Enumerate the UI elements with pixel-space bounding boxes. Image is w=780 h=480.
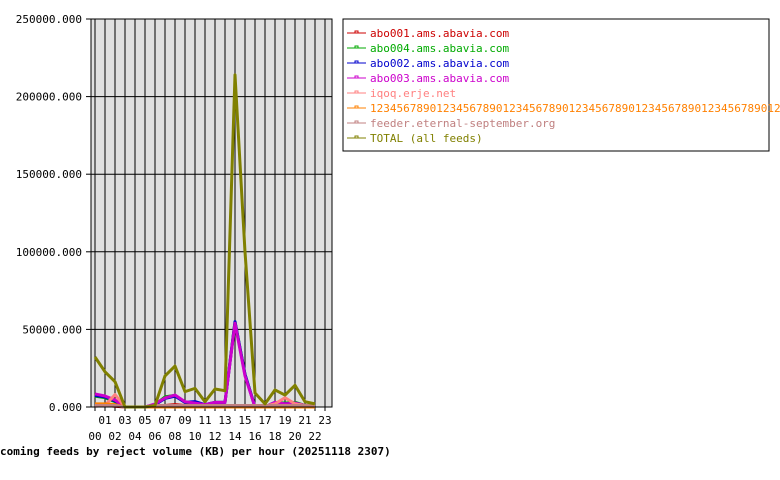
x-tick-label: 00 (88, 430, 101, 443)
x-tick-label: 19 (278, 414, 291, 427)
x-tick-label: 08 (168, 430, 181, 443)
legend-marker (354, 135, 359, 139)
x-tick-label: 02 (108, 430, 121, 443)
legend-marker (354, 90, 359, 94)
legend-marker (354, 105, 359, 109)
x-tick-label: 13 (218, 414, 231, 427)
x-tick-label: 04 (128, 430, 142, 443)
legend-marker (354, 30, 359, 34)
legend-label: feeder.eternal-september.org (370, 117, 555, 130)
x-tick-label: 10 (188, 430, 201, 443)
x-tick-label: 17 (258, 414, 271, 427)
x-tick-label: 21 (298, 414, 311, 427)
x-tick-label: 18 (268, 430, 281, 443)
legend-box (342, 18, 770, 152)
y-tick-label: 250000.000 (16, 13, 82, 26)
plot-frame (90, 18, 333, 408)
legend-marker (354, 45, 359, 49)
x-tick-label: 09 (178, 414, 191, 427)
x-tick-label: 22 (308, 430, 321, 443)
legend-label: TOTAL (all feeds) (370, 132, 483, 145)
x-tick-label: 20 (288, 430, 301, 443)
x-tick-label: 23 (318, 414, 331, 427)
x-tick-label: 03 (118, 414, 131, 427)
legend-marker (354, 60, 359, 64)
legend-label: abo001.ams.abavia.com (370, 27, 509, 40)
legend-marker (354, 120, 359, 124)
x-tick-label: 16 (248, 430, 261, 443)
x-tick-label: 14 (228, 430, 242, 443)
y-tick-label: 0.000 (49, 401, 82, 414)
x-tick-label: 07 (158, 414, 171, 427)
legend-label: abo004.ams.abavia.com (370, 42, 509, 55)
legend-label: abo003.ams.abavia.com (370, 72, 509, 85)
y-tick-label: 200000.000 (16, 91, 82, 104)
legend-label: abo002.ams.abavia.com (370, 57, 509, 70)
y-tick-label: 150000.000 (16, 168, 82, 181)
legend: abo001.ams.abavia.com abo004.ams.abavia.c… (347, 27, 780, 145)
x-tick-label: 01 (98, 414, 111, 427)
x-tick-label: 05 (138, 414, 151, 427)
y-tick-label: 100000.000 (16, 246, 82, 259)
y-tick-label: 50000.000 (22, 323, 82, 336)
x-tick-label: 12 (208, 430, 221, 443)
plot-background (91, 19, 332, 407)
x-tick-label: 15 (238, 414, 251, 427)
x-tick-label: 06 (148, 430, 161, 443)
x-tick-label: 11 (198, 414, 211, 427)
chart-title: coming feeds by reject volume (KB) per h… (0, 445, 391, 458)
legend-marker (354, 75, 359, 79)
legend-label: 1234567890123456789012345678901234567890… (370, 102, 780, 115)
legend-label: iqoq.erje.net (370, 87, 456, 100)
